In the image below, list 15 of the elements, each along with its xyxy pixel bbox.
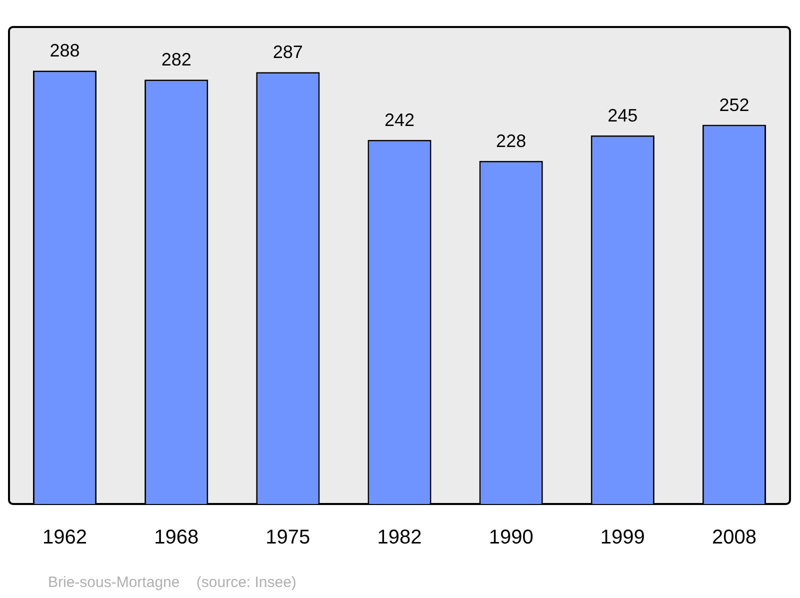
x-tick-label: 1968 [154, 526, 199, 549]
data-label: 287 [272, 42, 303, 62]
x-tick-label: 2008 [712, 526, 756, 549]
data-label: 282 [161, 50, 192, 70]
x-tick-label: 1982 [377, 526, 422, 549]
data-label: 242 [384, 110, 415, 130]
x-tick-label: 1990 [488, 526, 534, 549]
data-label: 252 [719, 94, 750, 115]
x-tick-label: 1962 [42, 526, 88, 549]
x-tick-label: 1999 [600, 526, 645, 549]
data-label: 228 [496, 130, 526, 151]
data-label: 245 [608, 105, 638, 126]
x-tick-label: 1975 [266, 526, 310, 549]
text: Brie-sous-Mortagne (source: Insee) [48, 574, 296, 591]
data-label: 288 [50, 40, 80, 61]
